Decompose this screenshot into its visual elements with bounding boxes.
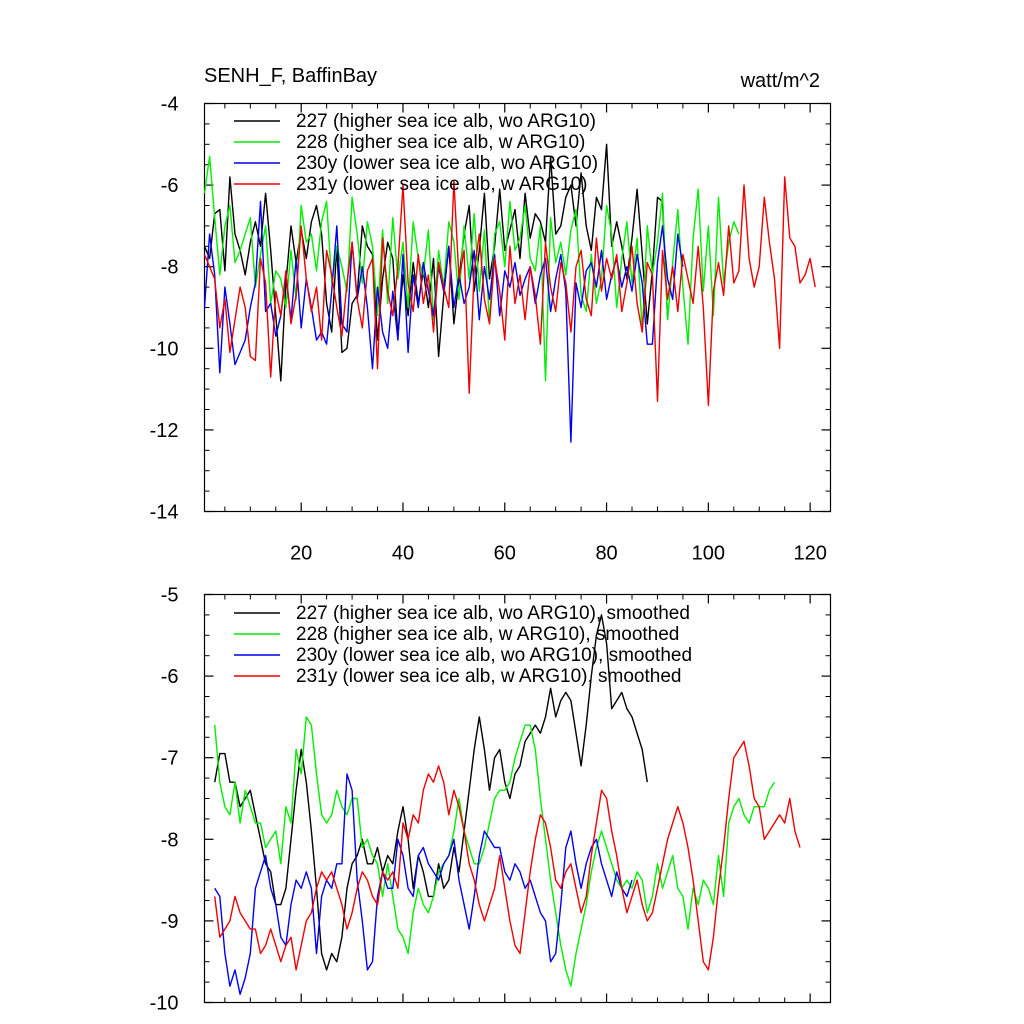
top-ytick-label: -8 [161, 257, 179, 279]
series-line-top-227 [203, 143, 669, 382]
series-line-bottom-227 [214, 614, 648, 971]
series-line-bottom-228 [214, 716, 776, 987]
top-ytick-label: -10 [150, 338, 179, 360]
top-legend-label: 231y (lower sea ice alb, w ARG10) [296, 174, 587, 195]
bottom-legend-label: 227 (higher sea ice alb, wo ARG10), smoo… [296, 603, 690, 624]
series-line-bottom-230y [214, 773, 633, 995]
top-xtick-label: 20 [290, 543, 312, 565]
top-xtick-label: 100 [692, 543, 725, 565]
top-xtick-label: 120 [793, 543, 826, 565]
bottom-ytick-label: -7 [161, 748, 179, 770]
bottom-ytick-label: -10 [150, 993, 179, 1015]
bottom-legend-label: 231y (lower sea ice alb, w ARG10), smoot… [296, 666, 681, 687]
series-line-top-228 [203, 155, 740, 382]
bottom-legend-label: 230y (lower sea ice alb, wo ARG10), smoo… [296, 645, 692, 666]
bottom-plot-series [214, 614, 801, 995]
top-xtick-label: 60 [494, 543, 516, 565]
top-plot-ticks: -14 -12 -10 -8 -6 -4 20 40 60 80 100 120 [150, 94, 831, 565]
bottom-legend-label: 228 (higher sea ice alb, w ARG10), smoot… [296, 624, 679, 645]
series-line-top-231y [203, 176, 816, 407]
top-xtick-label: 40 [392, 543, 414, 565]
bottom-ytick-label: -6 [161, 666, 179, 688]
top-ytick-label: -4 [161, 94, 179, 116]
top-legend-label: 228 (higher sea ice alb, w ARG10) [296, 132, 585, 153]
series-line-bottom-231y [214, 740, 801, 971]
top-plot-series [203, 143, 816, 443]
top-plot-legend: 227 (higher sea ice alb, wo ARG10)228 (h… [234, 111, 598, 195]
top-legend-label: 230y (lower sea ice alb, wo ARG10) [296, 153, 598, 174]
top-xtick-label: 80 [595, 543, 617, 565]
bottom-plot-ticks: -10 -9 -8 -7 -6 -5 [150, 585, 831, 1015]
top-ytick-label: -6 [161, 175, 179, 197]
bottom-plot-legend: 227 (higher sea ice alb, wo ARG10), smoo… [234, 603, 692, 687]
bottom-ytick-label: -5 [161, 585, 179, 607]
bottom-ytick-label: -9 [161, 911, 179, 933]
units-label: watt/m^2 [740, 70, 820, 92]
chart-title: SENH_F, BaffinBay [204, 65, 377, 87]
top-legend-label: 227 (higher sea ice alb, wo ARG10) [296, 111, 596, 132]
bottom-ytick-label: -8 [161, 829, 179, 851]
top-ytick-label: -12 [150, 420, 179, 442]
top-ytick-label: -14 [150, 502, 179, 524]
